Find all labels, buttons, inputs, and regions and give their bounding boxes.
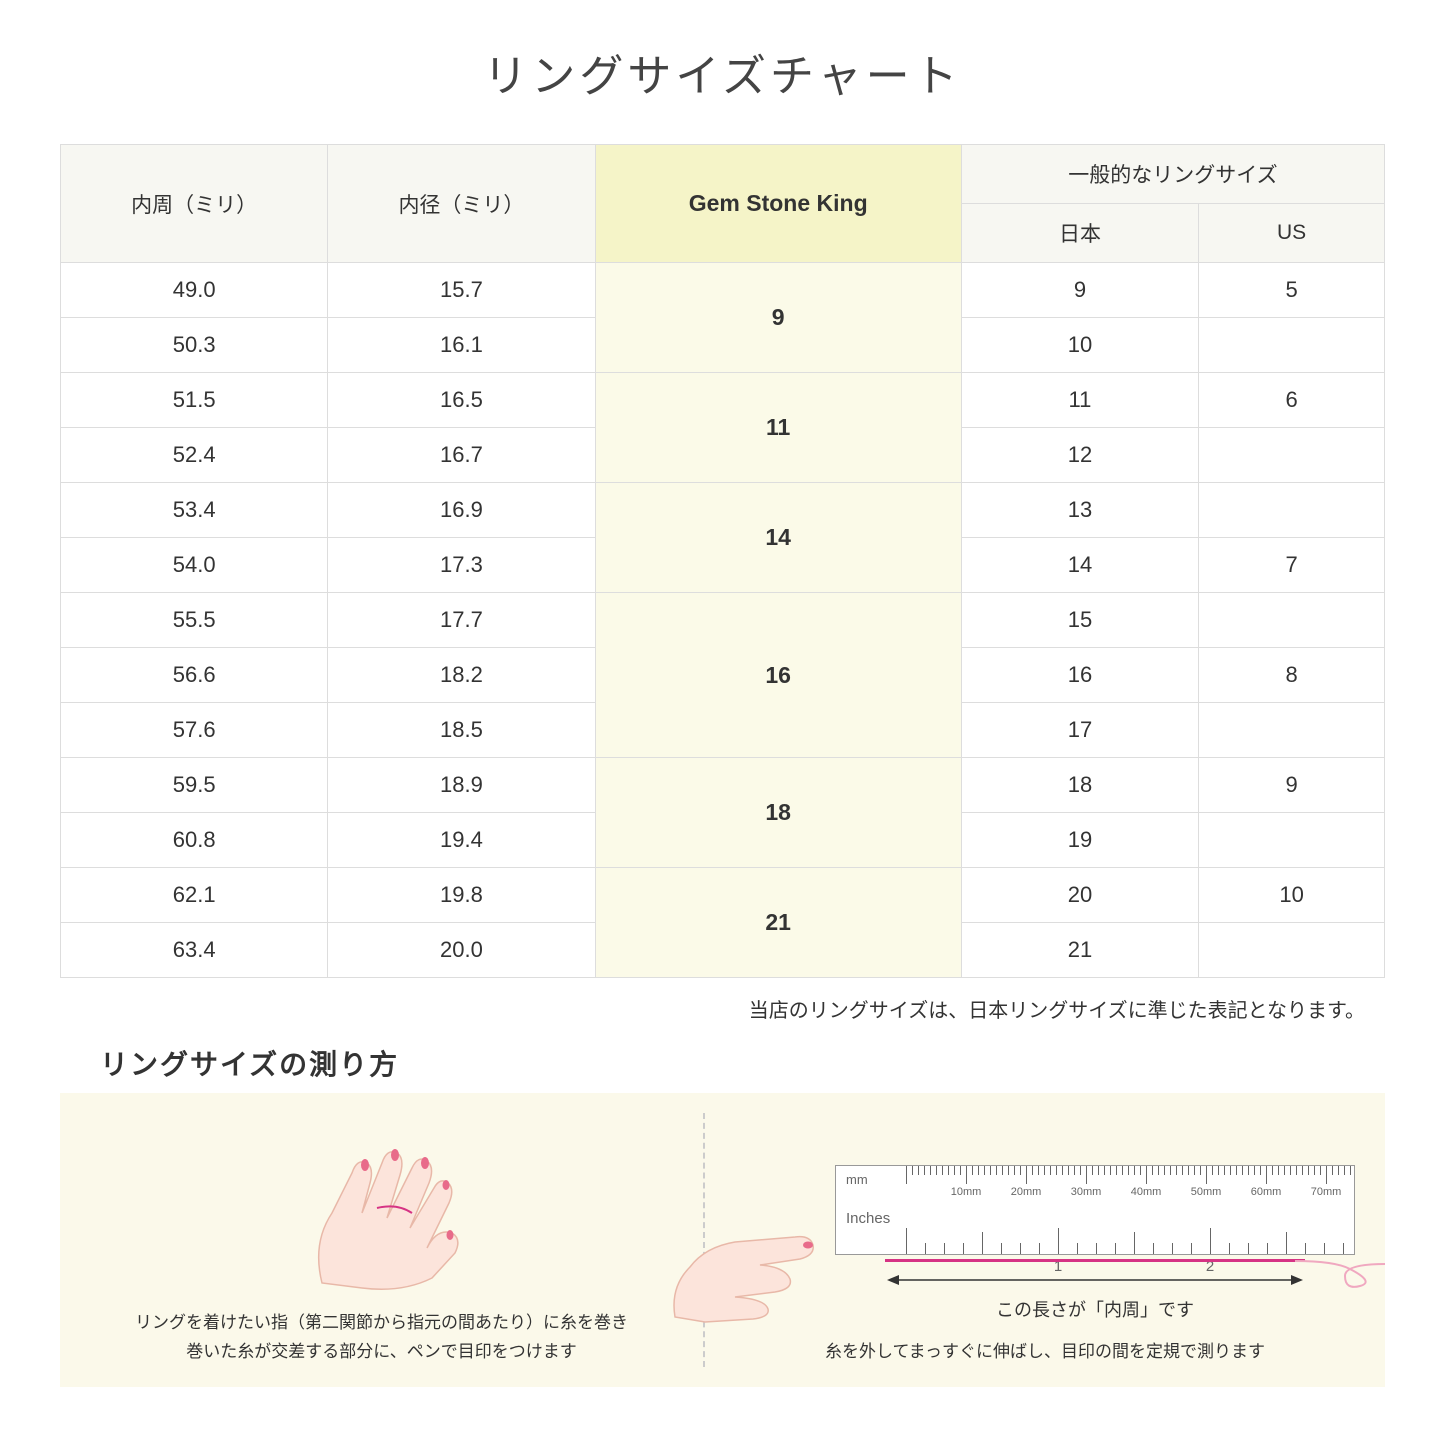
cell-circumference: 49.0 — [61, 263, 328, 318]
cell-us: 6 — [1199, 373, 1385, 428]
cell-japan: 20 — [961, 868, 1198, 923]
hand-left-illustration — [262, 1113, 502, 1293]
cell-us — [1199, 923, 1385, 978]
howto-right: mm Inches 10mm20mm30mm40mm50mm60mm70mm 1… — [705, 1093, 1385, 1387]
cell-diameter: 18.9 — [328, 758, 595, 813]
cell-circumference: 54.0 — [61, 538, 328, 593]
cell-us — [1199, 703, 1385, 758]
cell-us — [1199, 593, 1385, 648]
cell-diameter: 16.1 — [328, 318, 595, 373]
ruler-area: mm Inches 10mm20mm30mm40mm50mm60mm70mm 1… — [735, 1165, 1355, 1322]
cell-japan: 16 — [961, 648, 1198, 703]
col-japan: 日本 — [961, 204, 1198, 263]
cell-diameter: 18.5 — [328, 703, 595, 758]
howto-left-caption: リングを着けたい指（第二関節から指元の間あたり）に糸を巻き 巻いた糸が交差する部… — [135, 1309, 628, 1367]
cell-us — [1199, 318, 1385, 373]
cell-us: 8 — [1199, 648, 1385, 703]
cell-diameter: 15.7 — [328, 263, 595, 318]
cell-japan: 13 — [961, 483, 1198, 538]
cell-diameter: 20.0 — [328, 923, 595, 978]
cell-us: 5 — [1199, 263, 1385, 318]
cell-diameter: 19.4 — [328, 813, 595, 868]
cell-japan: 10 — [961, 318, 1198, 373]
cell-diameter: 17.3 — [328, 538, 595, 593]
cell-diameter: 18.2 — [328, 648, 595, 703]
table-row: 59.518.918189 — [61, 758, 1385, 813]
cell-diameter: 17.7 — [328, 593, 595, 648]
cell-us — [1199, 428, 1385, 483]
table-row: 51.516.511116 — [61, 373, 1385, 428]
col-gsk: Gem Stone King — [595, 145, 961, 263]
cell-gsk: 21 — [595, 868, 961, 978]
cell-gsk: 16 — [595, 593, 961, 758]
ring-size-table: 内周（ミリ） 内径（ミリ） Gem Stone King 一般的なリングサイズ … — [60, 144, 1385, 978]
col-general: 一般的なリングサイズ — [961, 145, 1384, 204]
cell-us: 9 — [1199, 758, 1385, 813]
cell-circumference: 62.1 — [61, 868, 328, 923]
cell-circumference: 57.6 — [61, 703, 328, 758]
cell-gsk: 9 — [595, 263, 961, 373]
howto-left: リングを着けたい指（第二関節から指元の間あたり）に糸を巻き 巻いた糸が交差する部… — [60, 1093, 703, 1387]
thread-line — [885, 1259, 1305, 1262]
cell-japan: 12 — [961, 428, 1198, 483]
cell-us: 10 — [1199, 868, 1385, 923]
cell-gsk: 11 — [595, 373, 961, 483]
cell-us — [1199, 813, 1385, 868]
table-note: 当店のリングサイズは、日本リングサイズに準じた表記となります。 — [60, 994, 1385, 1023]
cell-circumference: 50.3 — [61, 318, 328, 373]
page-title: リングサイズチャート — [60, 40, 1385, 104]
cell-japan: 17 — [961, 703, 1198, 758]
table-row: 62.119.8212010 — [61, 868, 1385, 923]
cell-us — [1199, 483, 1385, 538]
howto-title: リングサイズの測り方 — [100, 1043, 1385, 1083]
cell-diameter: 16.9 — [328, 483, 595, 538]
col-circumference: 内周（ミリ） — [61, 145, 328, 263]
cell-diameter: 16.7 — [328, 428, 595, 483]
cell-circumference: 52.4 — [61, 428, 328, 483]
cell-circumference: 53.4 — [61, 483, 328, 538]
ruler: mm Inches 10mm20mm30mm40mm50mm60mm70mm 1… — [835, 1165, 1355, 1255]
table-row: 53.416.91413 — [61, 483, 1385, 538]
cell-circumference: 51.5 — [61, 373, 328, 428]
col-diameter: 内径（ミリ） — [328, 145, 595, 263]
cell-circumference: 55.5 — [61, 593, 328, 648]
cell-circumference: 56.6 — [61, 648, 328, 703]
cell-japan: 18 — [961, 758, 1198, 813]
length-label: この長さが「内周」です — [996, 1296, 1194, 1322]
cell-japan: 14 — [961, 538, 1198, 593]
cell-diameter: 16.5 — [328, 373, 595, 428]
table-row: 49.015.7995 — [61, 263, 1385, 318]
cell-gsk: 18 — [595, 758, 961, 868]
cell-japan: 19 — [961, 813, 1198, 868]
cell-circumference: 60.8 — [61, 813, 328, 868]
cell-japan: 11 — [961, 373, 1198, 428]
cell-circumference: 59.5 — [61, 758, 328, 813]
cell-us: 7 — [1199, 538, 1385, 593]
col-us: US — [1199, 204, 1385, 263]
cell-circumference: 63.4 — [61, 923, 328, 978]
measure-arrow — [885, 1270, 1305, 1290]
thread-curl — [1295, 1244, 1395, 1294]
table-row: 55.517.71615 — [61, 593, 1385, 648]
cell-japan: 9 — [961, 263, 1198, 318]
cell-gsk: 14 — [595, 483, 961, 593]
cell-diameter: 19.8 — [328, 868, 595, 923]
cell-japan: 21 — [961, 923, 1198, 978]
cell-japan: 15 — [961, 593, 1198, 648]
howto-panel: リングを着けたい指（第二関節から指元の間あたり）に糸を巻き 巻いた糸が交差する部… — [60, 1093, 1385, 1387]
howto-right-caption: 糸を外してまっすぐに伸ばし、目印の間を定規で測ります — [825, 1338, 1265, 1367]
